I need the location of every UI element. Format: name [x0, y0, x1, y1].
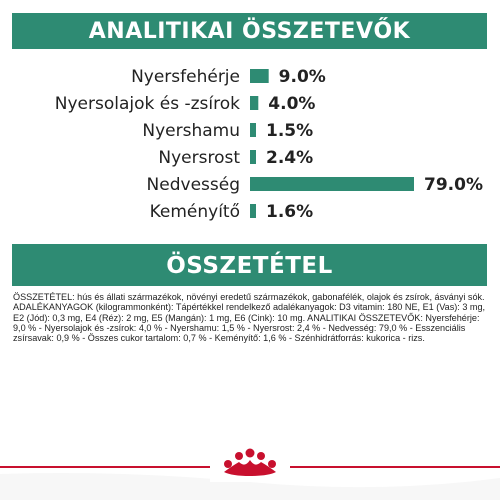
bar-category-label: Nedvesség [147, 175, 240, 195]
bar [250, 150, 256, 164]
bar [250, 177, 414, 191]
analytic-components-bar-chart: Nyersfehérje 9.0% Nyersolajok és -zsírok 4.… [55, 67, 483, 222]
bar-category-label: Nyersrost [158, 148, 240, 168]
bar [250, 204, 256, 218]
bar-value-label: 4.0% [268, 94, 315, 114]
bar [250, 123, 256, 137]
bar-value-label: 2.4% [266, 148, 313, 168]
bar-category-label: Nyersolajok és -zsírok [55, 94, 240, 114]
bar-category-label: Nyersfehérje [131, 67, 240, 87]
analytic-components-header: ANALITIKAI ÖSSZETEVŐK [12, 13, 487, 49]
bar [250, 69, 269, 83]
bar-category-label: Nyershamu [142, 121, 240, 141]
crown-logo-icon [210, 442, 290, 482]
bar-value-label: 9.0% [279, 67, 326, 87]
bar [250, 96, 259, 110]
footer-wave-decoration [0, 473, 500, 500]
bar-category-label: Keményítő [150, 202, 240, 222]
composition-text: ÖSSZETÉTEL: hús és állati származékok, n… [13, 292, 486, 344]
composition-header: ÖSSZETÉTEL [12, 244, 487, 286]
bar-value-label: 1.5% [266, 121, 313, 141]
bar-value-label: 79.0% [424, 175, 483, 195]
bar-value-label: 1.6% [266, 202, 313, 222]
